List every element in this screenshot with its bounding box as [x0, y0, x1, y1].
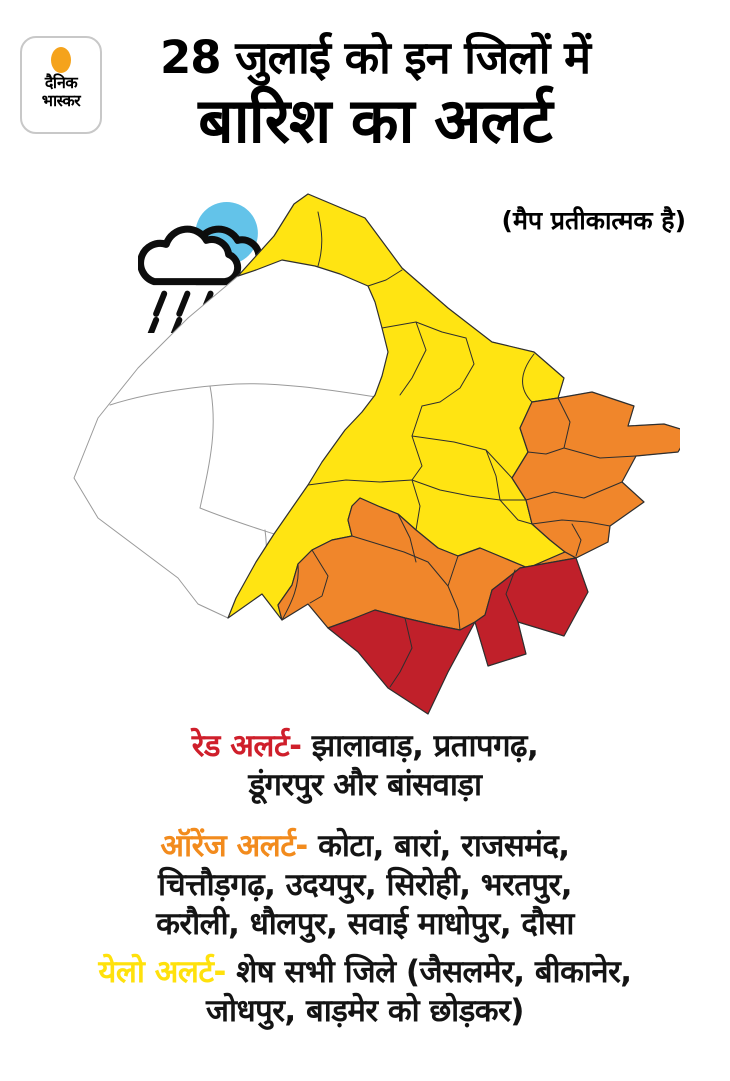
orange-alert-text: ऑरेंज अलर्ट- कोटा, बारां, राजसमंद, चित्त… — [30, 827, 700, 944]
yellow-alert-text: येलो अलर्ट- शेष सभी जिले (जैसलमेर, बीकान… — [30, 953, 700, 1031]
yellow-alert-label: येलो अलर्ट- — [98, 954, 226, 990]
yellow-alert-districts: शेष सभी जिले (जैसलमेर, बीकानेर, जोधपुर, … — [206, 954, 632, 1030]
red-alert-label: रेड अलर्ट- — [191, 728, 302, 764]
logo-line1: दैनिक — [44, 73, 78, 92]
page-title: 28 जुलाई को इन जिलों में बारिश का अलर्ट — [95, 30, 655, 156]
logo-line2: भास्कर — [41, 90, 81, 110]
front-cloud — [138, 225, 242, 286]
logo-sun-icon — [51, 47, 71, 73]
rajasthan-district-map — [73, 193, 680, 715]
orange-alert-zone-east — [511, 391, 680, 559]
title-line2: बारिश का अलर्ट — [198, 84, 553, 158]
district-borders — [281, 211, 637, 688]
orange-alert-label: ऑरेंज अलर्ट- — [160, 828, 308, 864]
orange-alert-districts: कोटा, बारां, राजसमंद, चित्तौड़गढ़, उदयपु… — [156, 828, 574, 943]
red-alert-districts: झालावाड़, प्रतापगढ़, डूंगरपुर और बांसवाड… — [248, 728, 539, 804]
dainik-bhaskar-logo: दैनिक भास्कर — [20, 36, 102, 134]
logo-text: दैनिक भास्कर — [22, 74, 100, 110]
red-alert-text: रेड अलर्ट- झालावाड़, प्रतापगढ़, डूंगरपुर… — [30, 727, 700, 805]
title-line1: 28 जुलाई को इन जिलों में — [159, 31, 591, 84]
red-alert-zone-southeast — [474, 557, 589, 667]
map-disclaimer: (मैप प्रतीकात्मक है) — [501, 206, 686, 235]
red-alert-zone-southwest — [327, 609, 476, 715]
